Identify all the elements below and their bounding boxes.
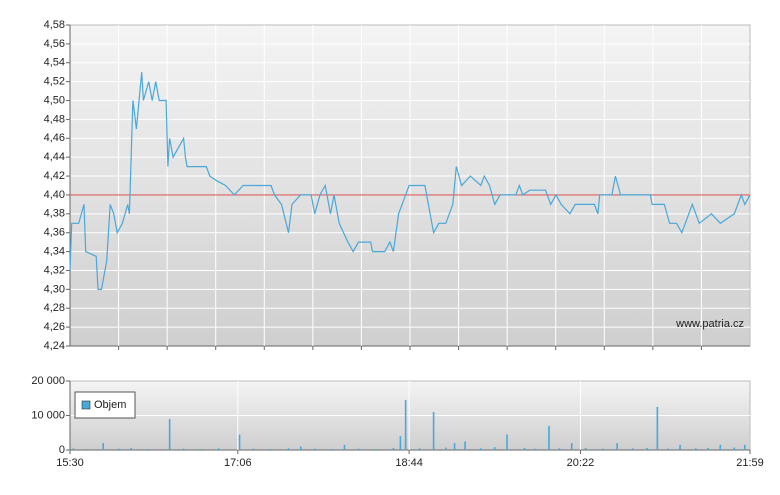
y-tick-label: 4,28	[44, 302, 65, 314]
volume-bar	[118, 448, 120, 450]
volume-bar	[602, 448, 604, 450]
y-tick-label: 4,36	[44, 227, 65, 239]
volume-bar	[667, 448, 669, 450]
volume-bar	[418, 448, 421, 450]
volume-bar	[632, 448, 634, 450]
volume-bar	[238, 434, 241, 450]
volume-bar	[252, 448, 255, 450]
y-tick-label: 4,48	[44, 113, 65, 125]
x-tick-label: 17:06	[224, 457, 252, 469]
y-tick-label: 4,30	[44, 283, 65, 295]
y-tick-label: 20 000	[31, 375, 65, 387]
x-tick-label: 18:44	[395, 457, 423, 469]
y-tick-label: 4,52	[44, 76, 65, 88]
volume-bar	[695, 448, 697, 450]
y-tick-label: 4,26	[44, 321, 65, 333]
volume-bar	[168, 418, 171, 450]
volume-bar	[506, 434, 508, 450]
volume-bar	[357, 448, 360, 450]
x-tick-label: 15:30	[56, 457, 84, 469]
y-tick-label: 4,42	[44, 170, 65, 182]
volume-bar	[182, 448, 185, 450]
volume-bar	[479, 448, 482, 450]
volume-bar	[86, 448, 89, 450]
y-tick-label: 4,38	[44, 208, 65, 220]
volume-bar	[707, 447, 709, 450]
volume-bar	[343, 444, 346, 450]
volume-bar	[464, 441, 466, 450]
volume-bar	[313, 448, 316, 450]
volume-bar	[399, 436, 402, 450]
volume-bar	[616, 443, 618, 450]
volume-bar	[719, 444, 722, 450]
volume-bar	[392, 447, 395, 450]
x-tick-label: 21:59	[736, 457, 764, 469]
volume-bar	[72, 448, 75, 450]
volume-bar	[493, 447, 496, 450]
volume-bar	[331, 448, 334, 450]
y-tick-label: 4,58	[44, 19, 65, 31]
volume-bar	[646, 447, 648, 450]
y-tick-label: 4,50	[44, 94, 65, 106]
y-tick-label: 10 000	[31, 409, 65, 421]
y-tick-label: 4,44	[44, 151, 65, 163]
volume-bar	[523, 447, 526, 450]
x-tick-label: 20:22	[567, 457, 595, 469]
y-tick-label: 4,40	[44, 189, 65, 201]
volume-bar	[270, 448, 272, 450]
y-tick-label: 0	[59, 444, 65, 456]
volume-bar	[656, 406, 659, 450]
volume-bar	[679, 444, 681, 450]
volume-bar	[453, 443, 456, 450]
y-tick-label: 4,56	[44, 38, 65, 50]
volume-bar	[299, 446, 302, 450]
volume-bar	[558, 448, 561, 450]
volume-bar	[200, 448, 202, 450]
volume-bar	[570, 443, 573, 450]
y-tick-label: 4,46	[44, 132, 65, 144]
volume-bar	[217, 448, 220, 450]
volume-bar	[287, 448, 290, 450]
volume-bar	[375, 448, 377, 450]
volume-bar	[102, 443, 105, 450]
y-tick-label: 4,24	[44, 340, 65, 352]
legend-swatch	[81, 400, 91, 410]
volume-bar	[548, 425, 550, 450]
y-tick-label: 4,32	[44, 264, 65, 276]
price-line	[69, 72, 751, 290]
volume-bar	[743, 444, 746, 450]
volume-bar	[404, 399, 407, 450]
volume-bar	[147, 448, 150, 450]
watermark: www.patria.cz	[675, 318, 744, 330]
y-tick-label: 4,34	[44, 245, 65, 257]
y-tick-label: 4,54	[44, 57, 65, 69]
volume-bar	[534, 448, 536, 450]
legend-label: Objem	[94, 399, 126, 411]
volume-bar	[445, 447, 447, 450]
volume-bar	[432, 412, 435, 450]
volume-bar	[733, 447, 736, 450]
volume-bar	[130, 447, 132, 450]
volume-bar	[584, 447, 587, 450]
